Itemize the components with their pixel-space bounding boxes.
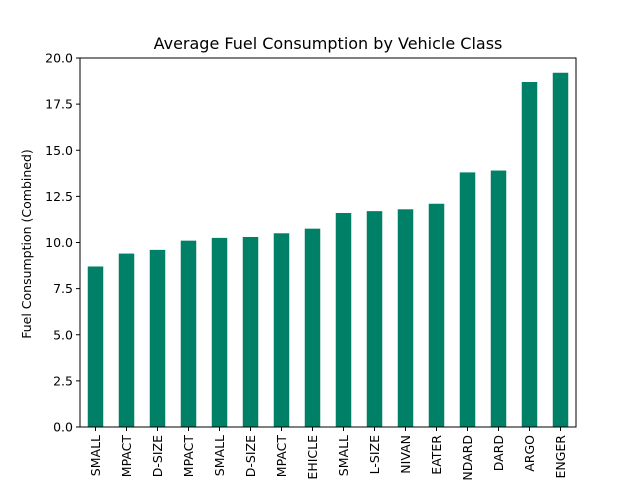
bar	[459, 172, 476, 427]
bar	[242, 236, 259, 427]
x-tick-label: D-SIZE	[243, 435, 258, 477]
x-tick-label: EATER	[429, 435, 444, 475]
y-tick-label: 20.0	[45, 51, 73, 66]
bar	[149, 249, 166, 427]
x-tick-label: NDARD	[460, 435, 475, 480]
x-tick-label: MPACT	[119, 435, 134, 478]
bar	[366, 211, 383, 427]
x-tick-label: EHICLE	[305, 435, 320, 480]
bar	[211, 237, 228, 427]
bar	[552, 72, 569, 427]
chart-title: Average Fuel Consumption by Vehicle Clas…	[154, 34, 503, 53]
bar	[180, 240, 197, 427]
bar	[118, 253, 135, 427]
y-tick-label: 17.5	[45, 97, 73, 112]
x-tick-label: SMALL	[336, 435, 351, 476]
x-tick-label: ENGER	[553, 435, 568, 479]
plot-area-frame	[79, 57, 577, 428]
y-axis-ticks: 0.0 2.5 5.0 7.5 10.0 12.5 15.0 17.5 20.0	[45, 51, 80, 435]
x-tick-label: L-SIZE	[367, 435, 382, 474]
bar	[87, 266, 104, 427]
x-tick-label: SMALL	[212, 435, 227, 476]
bar	[273, 233, 290, 427]
bars-group	[87, 72, 569, 428]
bar	[521, 81, 538, 428]
x-axis-ticks: SMALL MPACT D-SIZE MPACT SMALL D-SIZE MPACT EHI…	[88, 427, 568, 480]
y-tick-label: 5.0	[53, 327, 73, 342]
y-tick-label: 12.5	[45, 189, 73, 204]
bar	[490, 170, 507, 428]
x-tick-label: ARGO	[522, 435, 537, 472]
x-tick-label: NIVAN	[398, 435, 413, 474]
y-tick-label: 0.0	[53, 420, 73, 435]
y-tick-label: 15.0	[45, 143, 73, 158]
y-axis-label: Fuel Consumption (Combined)	[19, 149, 34, 339]
y-tick-label: 2.5	[53, 373, 73, 388]
y-tick-label: 7.5	[53, 281, 73, 296]
bar	[335, 212, 352, 427]
x-tick-label: MPACT	[181, 435, 196, 478]
x-tick-label: SMALL	[88, 435, 103, 476]
bar	[428, 203, 445, 427]
y-tick-label: 10.0	[45, 235, 73, 250]
x-tick-label: D-SIZE	[150, 435, 165, 477]
bar	[304, 228, 321, 427]
bar	[397, 209, 414, 427]
x-tick-label: DARD	[491, 435, 506, 471]
x-tick-label: MPACT	[274, 435, 289, 478]
